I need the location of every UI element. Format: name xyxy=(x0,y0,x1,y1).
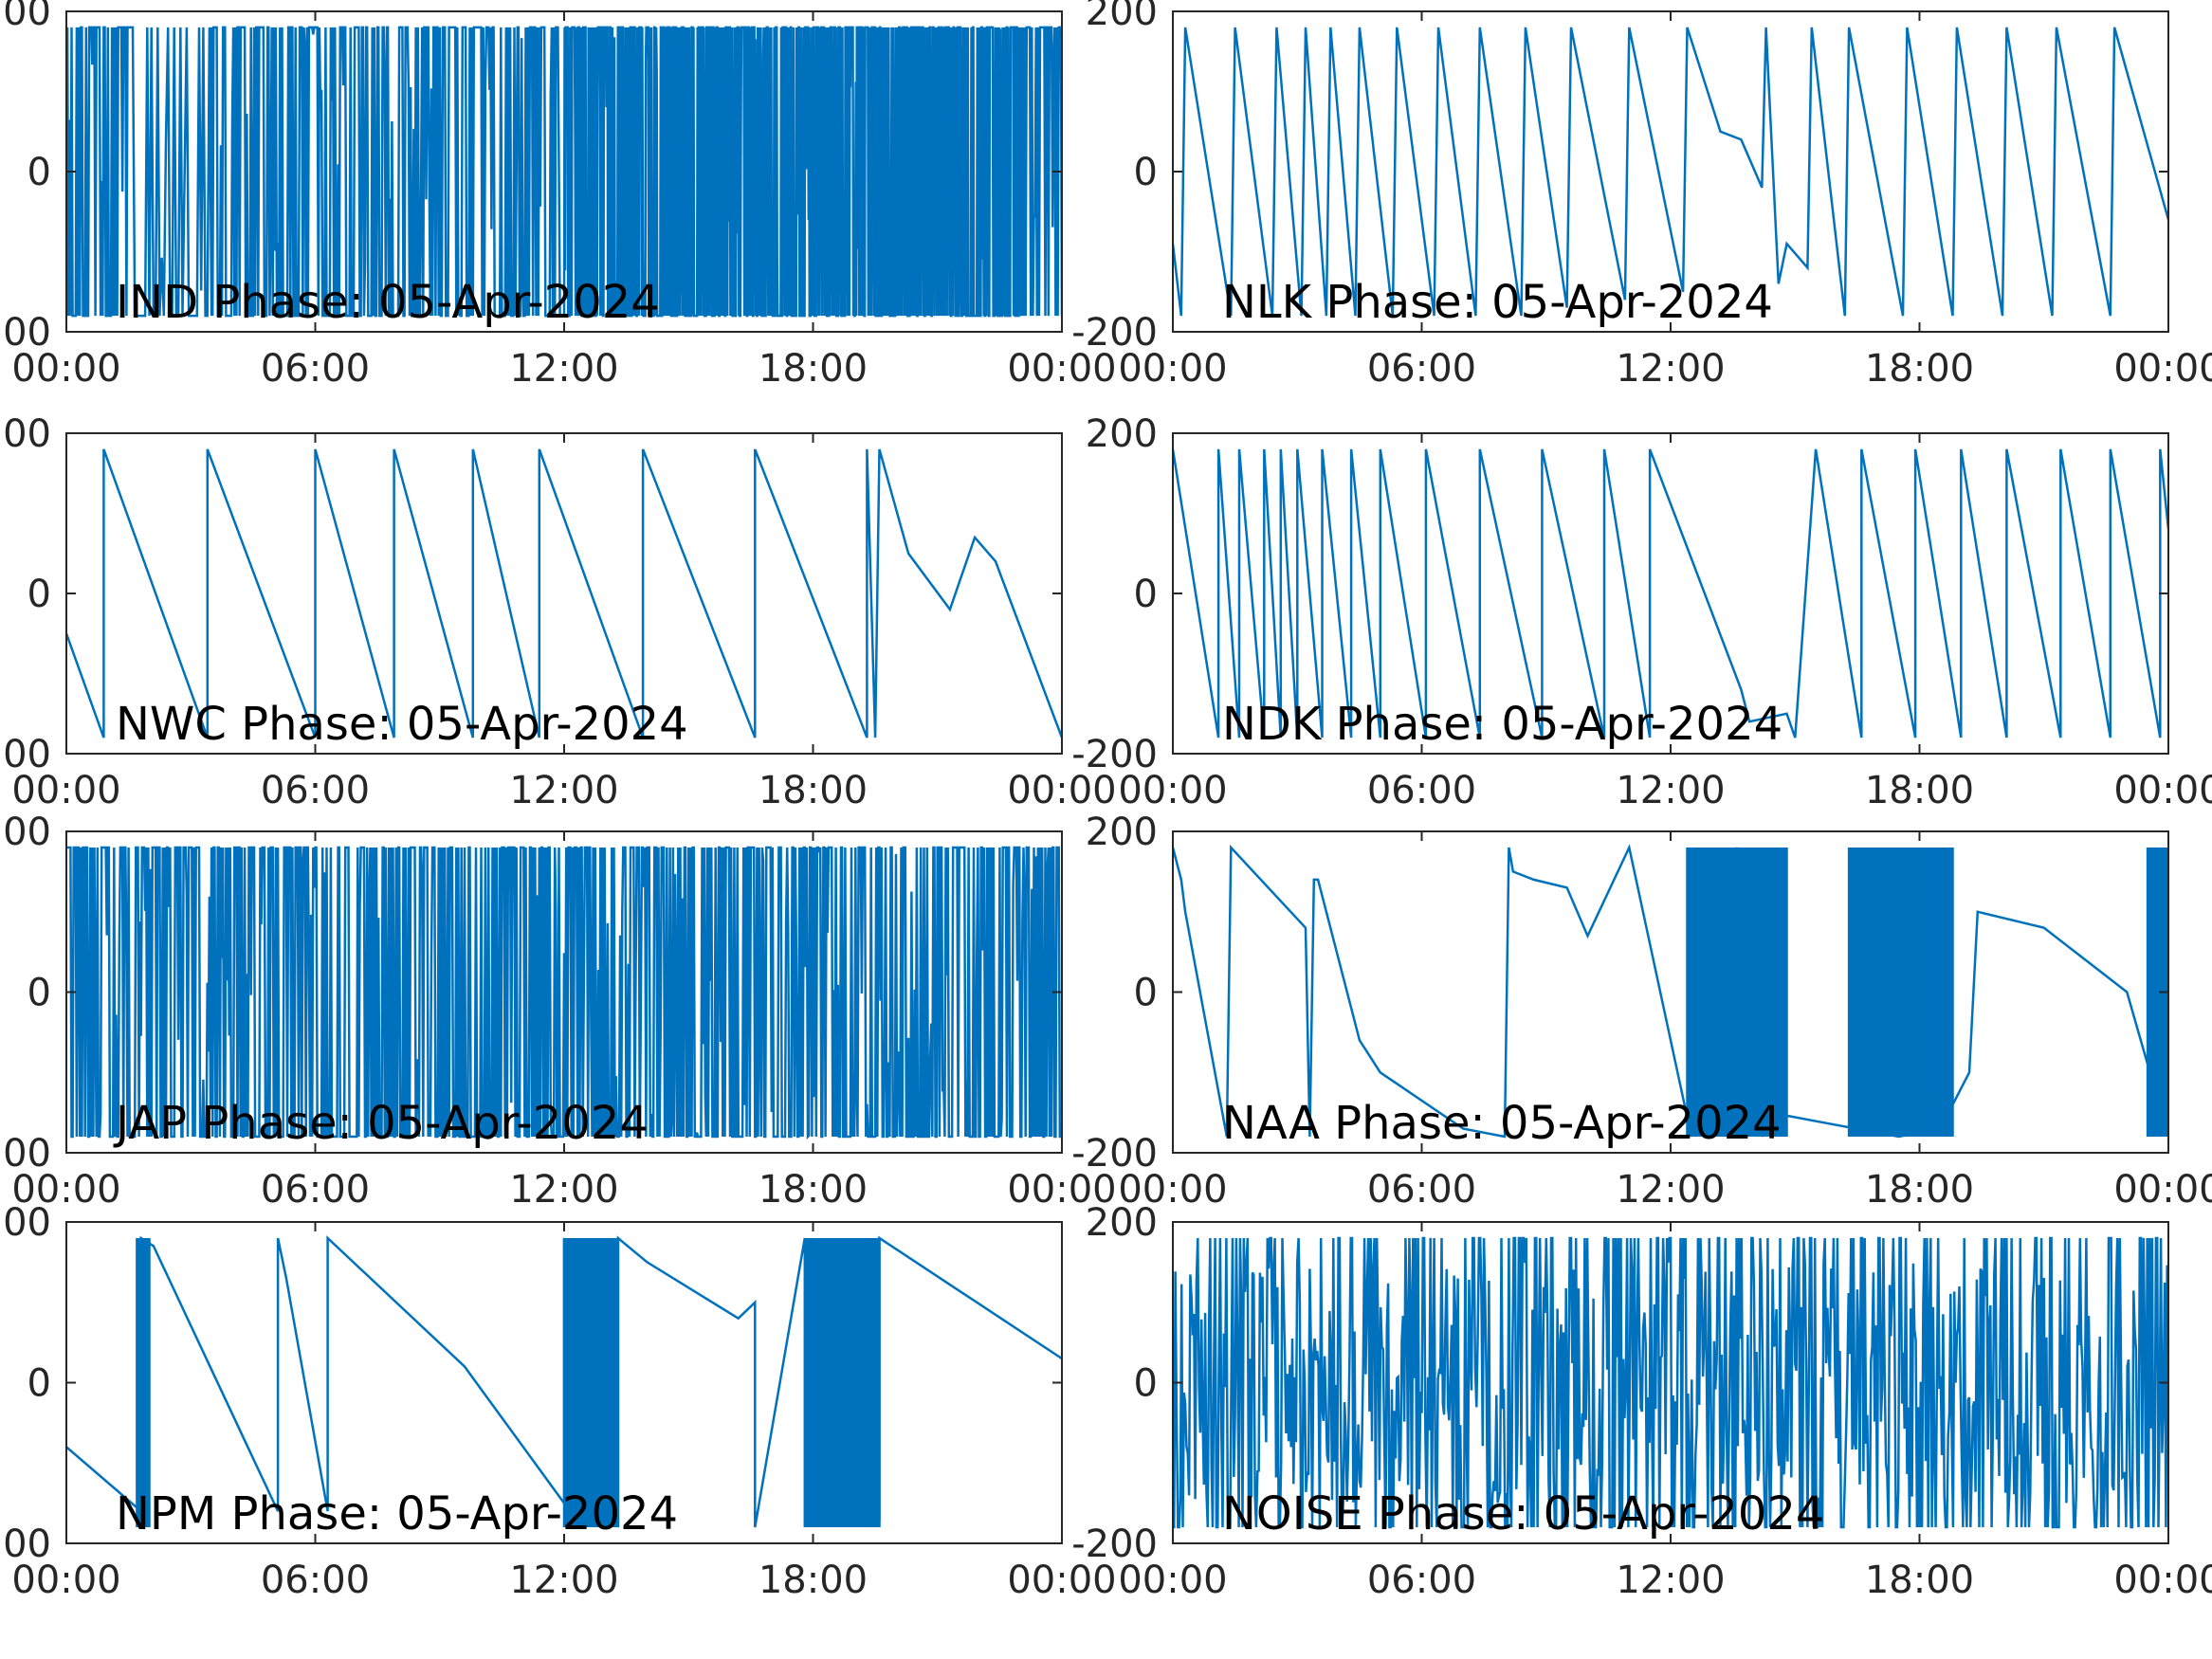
y-tick-label: 0 xyxy=(1134,151,1158,194)
x-tick-label: 00:00 xyxy=(11,1168,120,1212)
y-tick-label: 200 xyxy=(0,811,51,854)
x-tick-label: 06:00 xyxy=(261,1559,370,1602)
panel-title: NWC Phase: 05-Apr-2024 xyxy=(116,698,688,751)
y-tick-label: 0 xyxy=(27,151,51,194)
series-dense-block xyxy=(136,1237,151,1528)
panel-title: NAA Phase: 05-Apr-2024 xyxy=(1222,1097,1782,1150)
series-line xyxy=(66,26,1062,318)
panel-title: NDK Phase: 05-Apr-2024 xyxy=(1222,698,1782,751)
y-tick-label: -200 xyxy=(0,311,51,355)
x-tick-label: 00:00 xyxy=(2113,347,2212,391)
y-tick-label: 200 xyxy=(1086,0,1158,34)
panel-title: NOISE Phase: 05-Apr-2024 xyxy=(1222,1487,1824,1540)
x-tick-label: 12:00 xyxy=(509,769,618,812)
series-dense-block xyxy=(562,1237,620,1528)
x-tick-label: 12:00 xyxy=(1616,1559,1725,1602)
y-tick-label: 200 xyxy=(1086,811,1158,854)
x-tick-label: 06:00 xyxy=(1367,1168,1476,1212)
x-tick-label: 00:00 xyxy=(11,769,120,812)
y-tick-label: -200 xyxy=(1071,733,1158,776)
y-tick-label: 200 xyxy=(1086,1201,1158,1245)
x-tick-label: 00:00 xyxy=(1118,769,1227,812)
x-tick-label: 12:00 xyxy=(1616,769,1725,812)
y-tick-label: 200 xyxy=(0,0,51,34)
x-tick-label: 00:00 xyxy=(1007,347,1116,391)
y-tick-label: 200 xyxy=(1086,412,1158,456)
series-dense-block xyxy=(1847,847,1954,1138)
x-tick-label: 18:00 xyxy=(759,1559,868,1602)
series-line xyxy=(66,846,1062,1140)
x-tick-label: 12:00 xyxy=(1616,1168,1725,1212)
panel-title: NPM Phase: 05-Apr-2024 xyxy=(116,1487,678,1540)
x-tick-label: 06:00 xyxy=(1367,347,1476,391)
x-tick-label: 12:00 xyxy=(509,1168,618,1212)
x-tick-label: 06:00 xyxy=(261,1168,370,1212)
y-tick-label: 0 xyxy=(27,573,51,616)
x-tick-label: 00:00 xyxy=(1007,769,1116,812)
x-tick-label: 12:00 xyxy=(509,1559,618,1602)
y-tick-label: 0 xyxy=(27,972,51,1015)
x-tick-label: 00:00 xyxy=(2113,769,2212,812)
y-tick-label: 0 xyxy=(1134,1362,1158,1406)
x-tick-label: 12:00 xyxy=(1616,347,1725,391)
x-tick-label: 06:00 xyxy=(1367,1559,1476,1602)
panel-title: JAP Phase: 05-Apr-2024 xyxy=(113,1097,649,1150)
x-tick-label: 18:00 xyxy=(1865,1168,1974,1212)
x-tick-label: 00:00 xyxy=(1007,1168,1116,1212)
x-tick-label: 00:00 xyxy=(1007,1559,1116,1602)
x-tick-label: 00:00 xyxy=(11,1559,120,1602)
y-tick-label: -200 xyxy=(1071,1132,1158,1176)
y-tick-label: 0 xyxy=(1134,573,1158,616)
y-tick-label: 0 xyxy=(27,1362,51,1406)
x-tick-label: 00:00 xyxy=(2113,1559,2212,1602)
x-tick-label: 00:00 xyxy=(1118,1168,1227,1212)
x-tick-label: 00:00 xyxy=(1118,1559,1227,1602)
x-tick-label: 06:00 xyxy=(261,347,370,391)
x-tick-label: 18:00 xyxy=(759,769,868,812)
y-tick-label: -200 xyxy=(0,1522,51,1566)
x-tick-label: 18:00 xyxy=(1865,769,1974,812)
x-tick-label: 18:00 xyxy=(759,347,868,391)
y-tick-label: 200 xyxy=(0,412,51,456)
x-tick-label: 18:00 xyxy=(1865,347,1974,391)
y-tick-label: 0 xyxy=(1134,972,1158,1015)
y-tick-label: -200 xyxy=(0,1132,51,1176)
y-tick-label: -200 xyxy=(0,733,51,776)
series-line xyxy=(1173,844,2168,1139)
y-tick-label: -200 xyxy=(1071,1522,1158,1566)
series-line xyxy=(66,448,1062,738)
x-tick-label: 06:00 xyxy=(1367,769,1476,812)
series-dense-block xyxy=(1686,847,1788,1138)
series-line xyxy=(1173,1236,2168,1529)
x-tick-label: 00:00 xyxy=(1118,347,1227,391)
x-tick-label: 12:00 xyxy=(509,347,618,391)
y-tick-label: -200 xyxy=(1071,311,1158,355)
panel-title: IND Phase: 05-Apr-2024 xyxy=(116,276,660,329)
x-tick-label: 06:00 xyxy=(261,769,370,812)
x-tick-label: 18:00 xyxy=(759,1168,868,1212)
x-tick-label: 00:00 xyxy=(11,347,120,391)
x-tick-label: 00:00 xyxy=(2113,1168,2212,1212)
series-dense-block xyxy=(803,1237,881,1528)
panel-title: NLK Phase: 05-Apr-2024 xyxy=(1222,276,1773,329)
series-line xyxy=(1173,448,2168,738)
y-tick-label: 200 xyxy=(0,1201,51,1245)
x-tick-label: 18:00 xyxy=(1865,1559,1974,1602)
series-line xyxy=(1173,27,2168,317)
